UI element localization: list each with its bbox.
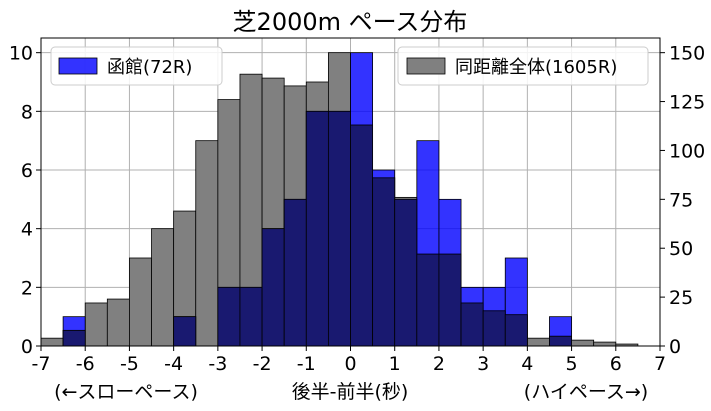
x-tick-label: 3 bbox=[477, 353, 489, 375]
y-right-tick-label: 150 bbox=[669, 43, 705, 65]
legend-left-box bbox=[50, 46, 223, 86]
x-tick-label: -5 bbox=[120, 353, 139, 375]
bar-overlap bbox=[283, 198, 307, 347]
chart-title: 芝2000m ペース分布 bbox=[233, 8, 468, 36]
bar-overall bbox=[526, 337, 550, 347]
legend-label-overall: 同距離全体(1605R) bbox=[455, 57, 617, 78]
legend-left: 函館(72R) bbox=[50, 46, 223, 86]
y-left-tick-label: 6 bbox=[21, 160, 33, 182]
bar-overall bbox=[129, 257, 152, 347]
bar-overlap bbox=[173, 316, 197, 347]
bar-overlap bbox=[372, 177, 396, 347]
legend-swatch-overall bbox=[406, 57, 446, 75]
x-axis-label: 後半-前半(秒) bbox=[292, 381, 409, 403]
y-axis-right-ticks: 0 25 50 75 100 125 150 bbox=[660, 43, 705, 358]
x-tick-label: 2 bbox=[433, 353, 445, 375]
y-left-tick-label: 2 bbox=[21, 277, 33, 299]
bar-overlap bbox=[460, 302, 484, 347]
x-tick-label: -6 bbox=[76, 353, 95, 375]
bar-overlap bbox=[350, 124, 374, 347]
bar-overall bbox=[195, 140, 219, 347]
x-tick-label: -4 bbox=[164, 353, 183, 375]
bar-overall bbox=[151, 228, 175, 347]
x-axis-ticks: -7 -6 -5 -4 -3 -2 -1 0 1 2 3 4 5 6 7 bbox=[32, 346, 666, 375]
legend-swatch-hakodate bbox=[58, 57, 98, 75]
bar-overall bbox=[106, 298, 130, 347]
x-tick-label: 0 bbox=[344, 353, 356, 375]
bar-overlap bbox=[482, 310, 506, 347]
y-right-tick-label: 50 bbox=[669, 238, 693, 260]
y-axis-left-ticks: 0 2 4 6 8 10 bbox=[9, 43, 41, 358]
bar-overlap bbox=[239, 286, 263, 347]
bar-overlap bbox=[438, 253, 462, 347]
bar-overlap bbox=[416, 253, 440, 347]
bar-overlap bbox=[217, 286, 241, 347]
y-left-tick-label: 4 bbox=[21, 219, 33, 241]
x-axis-label-slow: (←スローペース) bbox=[54, 381, 198, 403]
bar-overall bbox=[40, 337, 64, 347]
y-right-tick-label: 75 bbox=[669, 189, 693, 211]
x-tick-label: 4 bbox=[521, 353, 533, 375]
y-right-tick-label: 125 bbox=[669, 92, 705, 114]
x-tick-label: -7 bbox=[32, 353, 51, 375]
x-tick-label: -1 bbox=[297, 353, 316, 375]
bar-overlap bbox=[261, 228, 285, 347]
y-left-tick-label: 10 bbox=[9, 43, 33, 65]
bar-overlap bbox=[327, 110, 351, 347]
x-tick-label: -2 bbox=[253, 353, 272, 375]
bar-overlap bbox=[394, 198, 418, 347]
bar-overall bbox=[571, 339, 595, 347]
legend-right-box bbox=[397, 46, 649, 86]
x-tick-label: 6 bbox=[610, 353, 622, 375]
bar-overlap bbox=[62, 329, 86, 347]
y-right-tick-label: 100 bbox=[669, 140, 705, 162]
x-axis-label-high: (ハイペース→) bbox=[524, 381, 648, 403]
bar-overall bbox=[84, 302, 108, 347]
y-right-tick-label: 25 bbox=[669, 287, 693, 309]
bar-overall bbox=[593, 341, 617, 347]
x-tick-label: 1 bbox=[389, 353, 401, 375]
legend-label-hakodate: 函館(72R) bbox=[107, 57, 192, 78]
bar-overlap bbox=[305, 110, 329, 347]
x-tick-label: 7 bbox=[654, 353, 666, 375]
bar-overlap bbox=[504, 314, 528, 347]
bar-overlap bbox=[549, 335, 572, 347]
x-tick-label: -3 bbox=[208, 353, 227, 375]
legend-right: 同距離全体(1605R) bbox=[397, 46, 649, 86]
x-tick-label: 5 bbox=[566, 353, 578, 375]
y-right-tick-label: 0 bbox=[669, 336, 681, 358]
y-left-tick-label: 8 bbox=[21, 101, 33, 123]
y-left-tick-label: 0 bbox=[21, 336, 33, 358]
